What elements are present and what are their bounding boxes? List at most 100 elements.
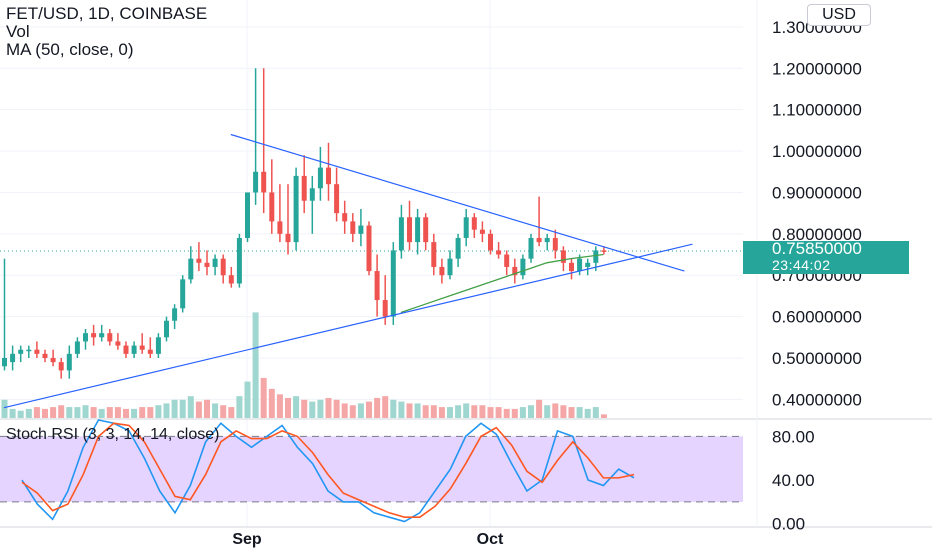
price-tick-label: 1.00000000 [772, 142, 862, 161]
candle-body [358, 225, 364, 234]
volume-bar [236, 396, 243, 418]
candle-body [423, 217, 429, 243]
candle-body [544, 237, 550, 243]
volume-legend: Vol [6, 22, 30, 41]
candle-body [455, 237, 461, 259]
candle-body [317, 167, 323, 189]
candle-body [26, 349, 32, 352]
candle-body [431, 242, 437, 267]
volume-bar [487, 407, 494, 418]
volume-bar [33, 407, 40, 418]
volume-bar [544, 405, 551, 418]
candle-body [236, 237, 242, 284]
candle-body [172, 308, 178, 321]
volume-bar [325, 397, 332, 418]
candle-body [155, 337, 161, 354]
volume-bar [90, 407, 97, 418]
price-tick-label: 0.40000000 [772, 390, 862, 409]
candle-body [107, 333, 113, 342]
volume-bar [244, 381, 251, 418]
candle-body [277, 221, 283, 234]
candle-body [528, 237, 534, 259]
currency-button[interactable]: USD [807, 4, 871, 26]
candle-body [382, 300, 388, 317]
volume-bar [438, 407, 445, 418]
ma50-line [400, 253, 604, 314]
volume-bar [374, 397, 381, 418]
candle-body [301, 175, 307, 201]
candle-body [2, 357, 7, 367]
volume-bar [1, 399, 8, 418]
trendline-lower [3, 243, 693, 409]
volume-bar [17, 410, 24, 418]
volume-bar [317, 399, 324, 418]
candle-body [74, 341, 80, 354]
candle-body [326, 167, 331, 185]
volume-bar [333, 399, 340, 418]
volume-bar [528, 405, 534, 418]
stoch-tick-label: 80.00 [772, 427, 815, 446]
time-tick-label: Sep [232, 531, 262, 548]
volume-bar [106, 407, 113, 418]
candle-body [196, 258, 202, 263]
volume-bar [212, 403, 219, 418]
price-tick-label: 0.50000000 [772, 349, 862, 368]
price-tick-label: 1.10000000 [772, 101, 862, 120]
volume-bar [430, 405, 437, 418]
candle-body [91, 333, 97, 338]
candle-body [220, 258, 226, 276]
candle-body [188, 258, 194, 280]
stoch-tick-label: 0.00 [772, 515, 805, 534]
volume-bar [560, 405, 567, 418]
candle-body [309, 188, 315, 201]
volume-bar [576, 407, 583, 418]
volume-bar [398, 401, 405, 418]
volume-bar [58, 405, 65, 418]
volume-bar [406, 403, 413, 418]
stoch-d-line [21, 422, 635, 518]
price-tick-label: 0.90000000 [772, 183, 862, 202]
volume-bar [195, 401, 202, 418]
candle-body [50, 357, 56, 363]
candle-body [253, 171, 259, 193]
volume-bar [463, 403, 470, 418]
candle-body [139, 345, 145, 350]
volume-bar [66, 407, 73, 418]
stoch-k-line [21, 419, 635, 523]
candle-body [180, 279, 186, 309]
volume-bar [414, 403, 421, 418]
volume-bar [285, 397, 291, 418]
volume-bar [519, 407, 526, 418]
volume-bar [471, 405, 478, 418]
candle-body [147, 349, 153, 354]
candle-body [407, 217, 412, 243]
candle-body [66, 353, 72, 371]
volume-bar [592, 407, 599, 418]
stoch-rsi-legend: Stoch RSI (3, 3, 14, 14, close) [6, 426, 220, 443]
candle-body [398, 217, 404, 251]
candle-body [342, 213, 348, 222]
volume-bar [511, 408, 518, 418]
volume-bar [42, 408, 48, 418]
candle-body [504, 254, 510, 267]
candle-body [496, 250, 502, 255]
candle-body [350, 221, 356, 234]
time-tick-label: Oct [477, 531, 504, 548]
candle-body [439, 266, 445, 276]
volume-bar [479, 405, 486, 418]
volume-bar [536, 399, 543, 418]
candle-body [115, 341, 121, 346]
bar-countdown: 23:44:02 [772, 257, 831, 273]
candle-body [42, 353, 48, 358]
trendline-upper [230, 133, 685, 272]
volume-bar [301, 399, 308, 418]
candle-body [131, 345, 137, 354]
volume-bar [187, 396, 194, 418]
candle-body [228, 275, 234, 284]
volume-bar [74, 407, 81, 418]
volume-bar [276, 394, 283, 418]
candle-body [245, 192, 250, 238]
candle-body [366, 225, 372, 272]
volume-bar [260, 377, 267, 418]
